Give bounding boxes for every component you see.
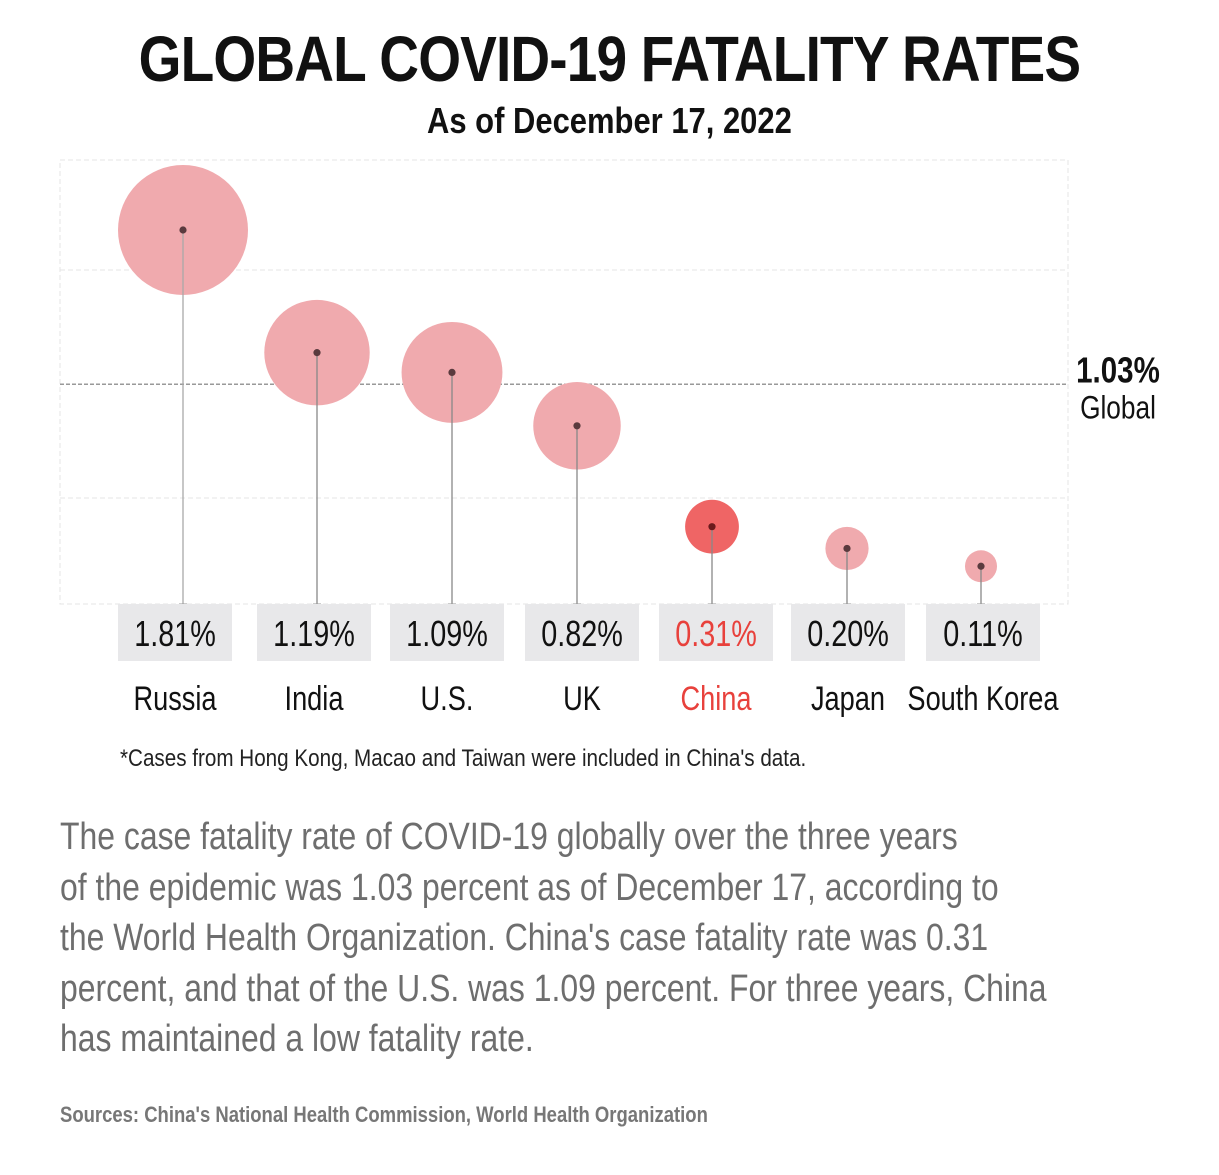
category-label: Russia	[133, 679, 217, 718]
data-point	[843, 544, 851, 553]
chart-subtitle: As of December 17, 2022	[427, 100, 792, 141]
category-label: China	[680, 679, 752, 718]
description-line: percent, and that of the U.S. was 1.09 p…	[60, 967, 1047, 1010]
value-label-box	[390, 604, 504, 661]
global-rate-label: Global	[1080, 391, 1156, 426]
chart-title: GLOBAL COVID-19 FATALITY RATES	[138, 23, 1081, 95]
value-label-box	[926, 604, 1040, 661]
data-point	[179, 226, 187, 234]
category-label: UK	[563, 679, 601, 718]
category-label: Japan	[811, 679, 885, 718]
description-line: the World Health Organization. China's c…	[60, 917, 989, 959]
global-rate-value: 1.03%	[1076, 349, 1160, 389]
description-paragraph: The case fatality rate of COVID-19 globa…	[60, 812, 1152, 1065]
value-label-box	[791, 604, 905, 661]
data-point	[708, 523, 716, 531]
value-label: 0.20%	[807, 613, 889, 654]
category-label: South Korea	[907, 679, 1059, 718]
value-label-box	[257, 604, 371, 661]
data-point	[313, 349, 321, 357]
data-point	[977, 562, 985, 570]
category-label: India	[285, 679, 345, 718]
sources-note: Sources: China's National Health Commiss…	[60, 1102, 708, 1127]
description-line: has maintained a low fatality rate.	[60, 1018, 534, 1060]
value-label: 1.19%	[273, 613, 355, 654]
footnote: *Cases from Hong Kong, Macao and Taiwan …	[120, 745, 807, 772]
category-label: U.S.	[421, 679, 474, 718]
value-label-box	[118, 604, 232, 661]
value-label: 0.31%	[675, 613, 757, 654]
value-label: 0.11%	[943, 613, 1022, 654]
data-point	[448, 368, 456, 377]
description-line: The case fatality rate of COVID-19 globa…	[60, 816, 958, 858]
value-label-box	[659, 604, 773, 661]
value-label: 1.09%	[406, 613, 488, 654]
value-label: 0.82%	[541, 613, 623, 654]
value-label: 1.81%	[134, 613, 216, 654]
data-point	[573, 422, 581, 430]
lollipop-chart: 1.03%Global 1.81% Russia 1.19% India 1.09% U.S…	[59, 159, 1160, 718]
description-line: of the epidemic was 1.03 percent as of D…	[60, 866, 999, 909]
value-label-box	[525, 604, 639, 661]
